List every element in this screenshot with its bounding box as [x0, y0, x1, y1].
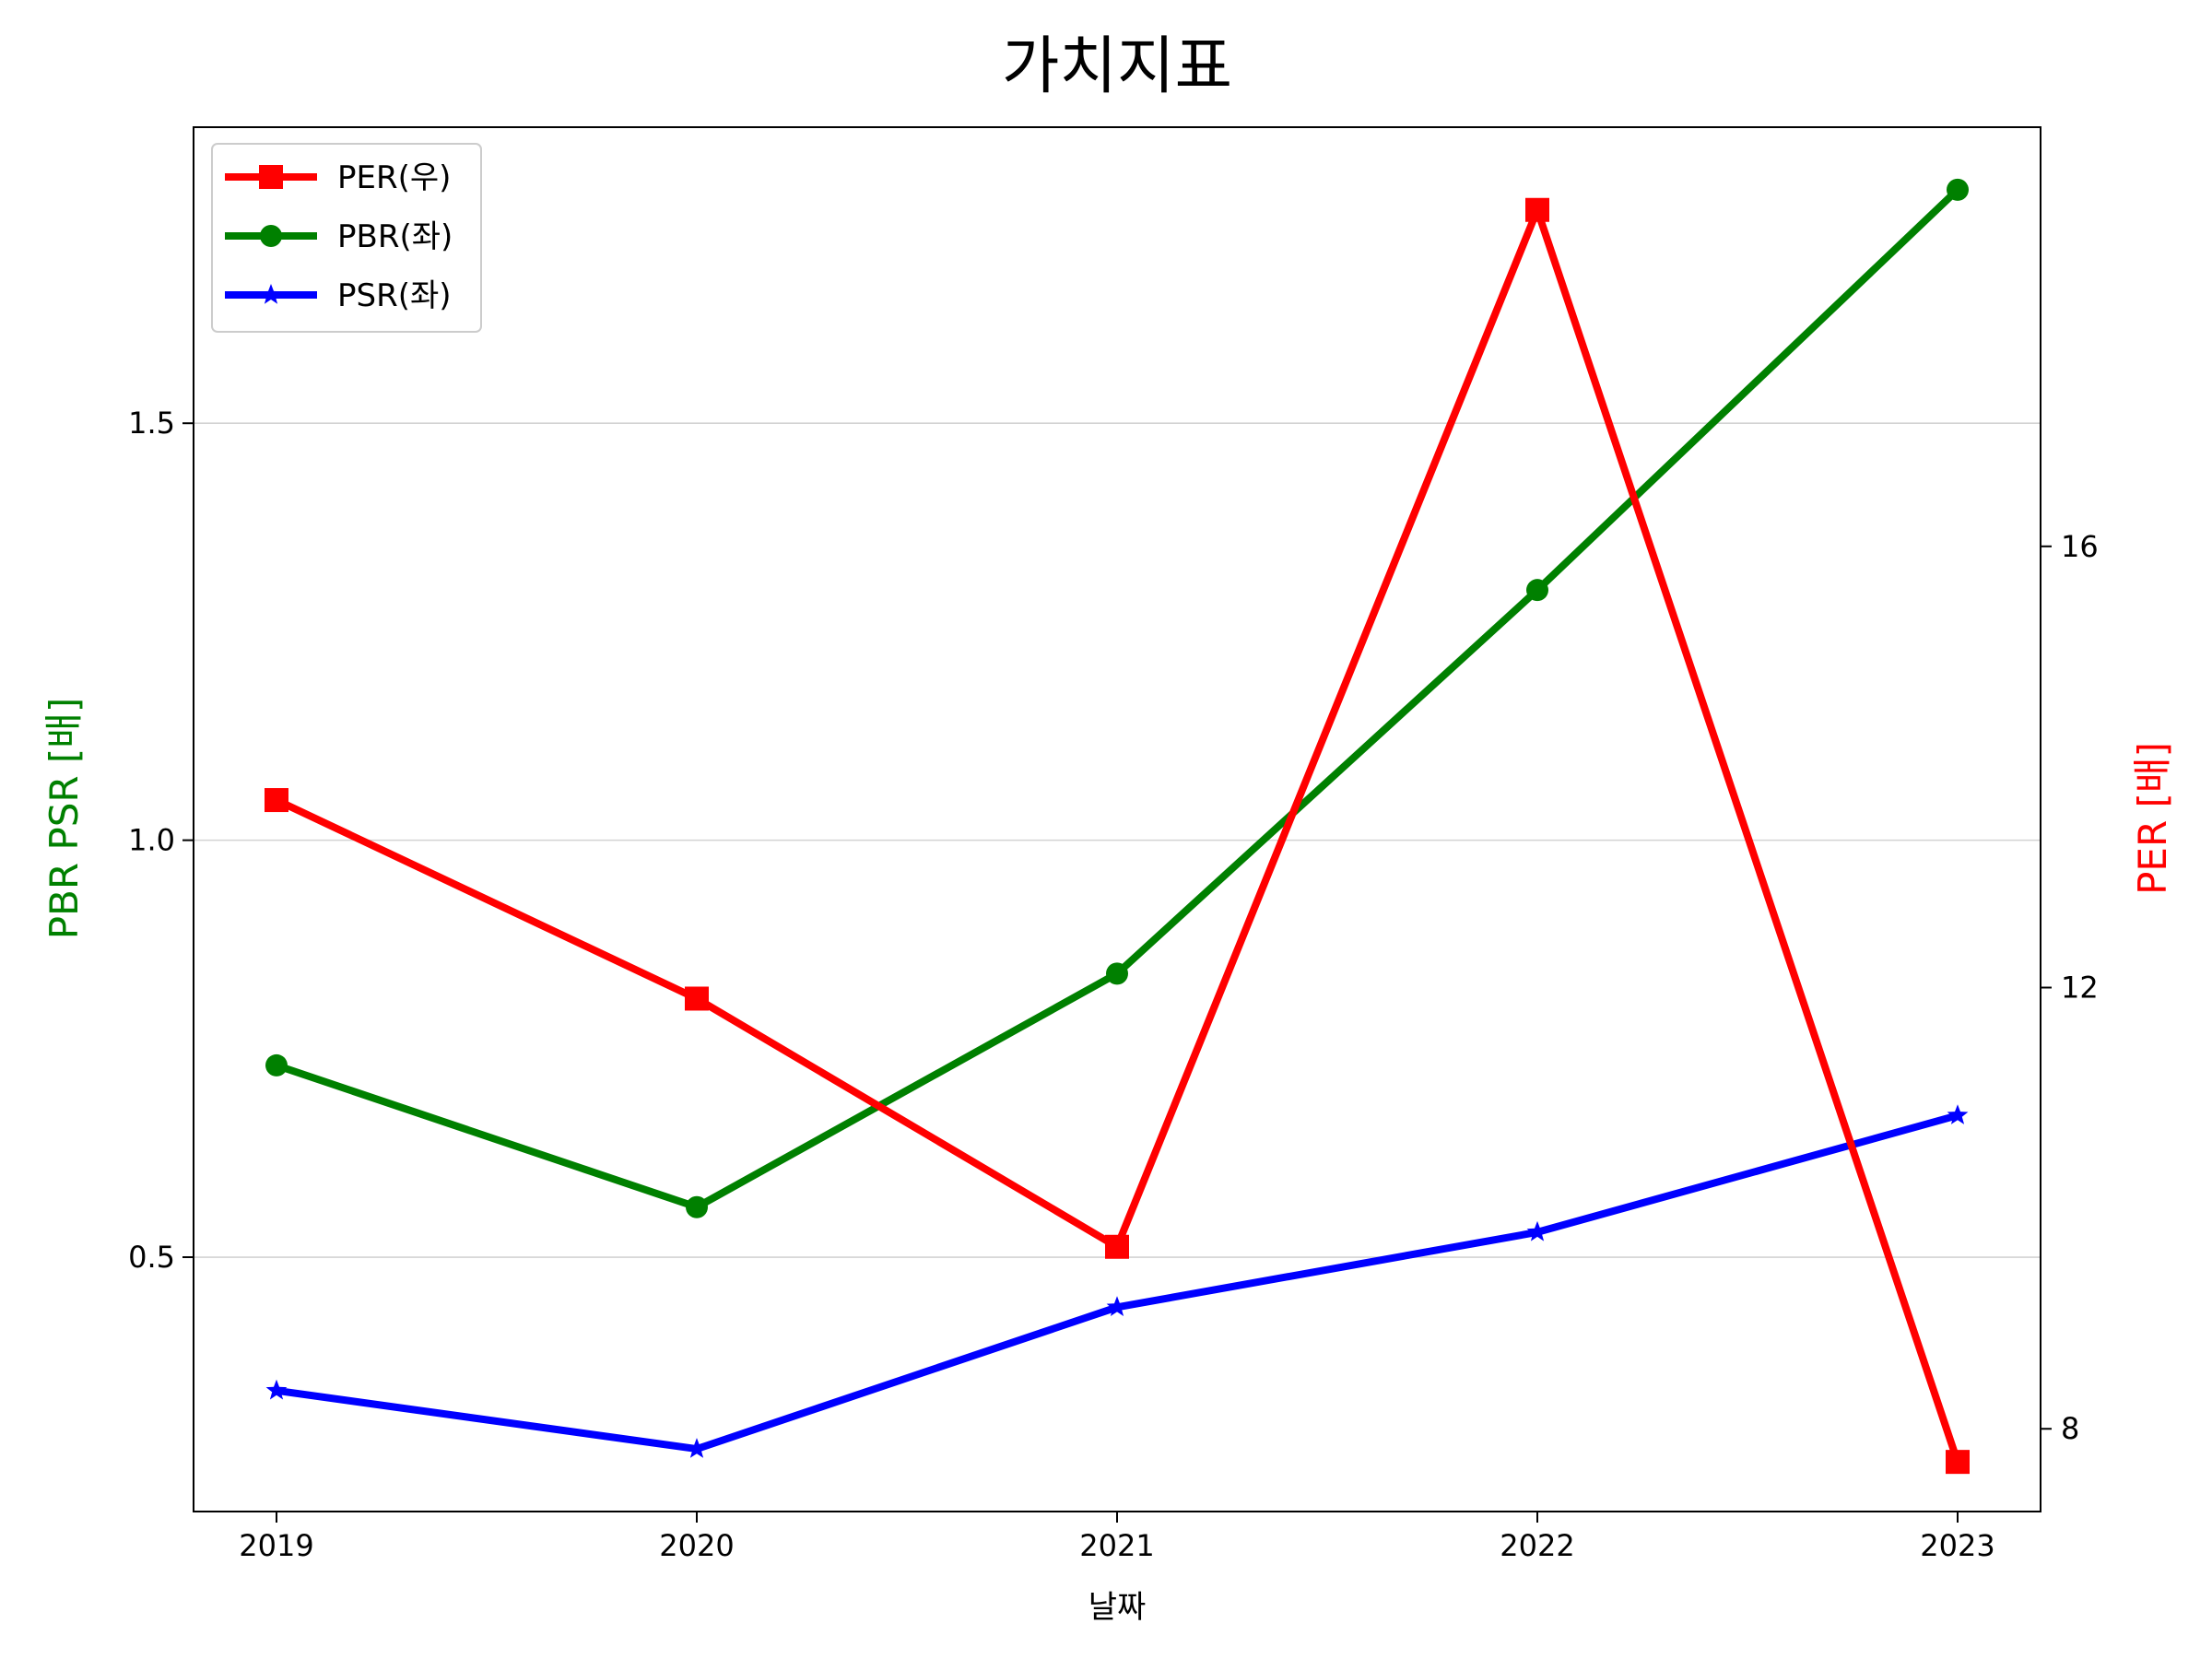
y-right-tick-label: 12: [2061, 971, 2099, 1006]
data-point-psr: [1947, 1104, 1969, 1124]
legend-box: [211, 143, 482, 333]
x-tick-label: 2022: [1500, 1528, 1574, 1563]
x-axis-label: 날짜: [1088, 1589, 1147, 1626]
y-right-tick-label: 16: [2061, 529, 2099, 564]
data-point-psr: [265, 1379, 288, 1400]
legend-swatch-marker: [260, 284, 282, 304]
series-psr: [265, 1104, 1969, 1458]
y-axis-right-label: PER [배]: [2130, 742, 2175, 895]
series-per: [265, 197, 1970, 1475]
data-point-per: [1946, 1450, 1970, 1475]
y-left-tick-label: 1.0: [128, 823, 175, 858]
data-point-per: [1105, 1234, 1129, 1259]
series-layer: [265, 178, 1970, 1475]
ticks: 0.5 1.0 1.5 8 12 16 2019 2020 2021 2022 2023: [128, 406, 2099, 1563]
series-pbr: [265, 178, 1969, 1218]
chart-title: 가치지표: [1002, 30, 1232, 103]
data-point-psr: [686, 1438, 708, 1458]
legend: PER(우) PBR(좌) PSR(좌): [211, 143, 482, 333]
x-tick-label: 2023: [1920, 1528, 1994, 1563]
data-point-pbr: [265, 1053, 288, 1077]
y-axis-left-label: PBR PSR [배]: [41, 698, 87, 940]
x-tick-label: 2020: [659, 1528, 734, 1563]
y-left-tick-label: 0.5: [128, 1240, 175, 1275]
data-point-psr: [1106, 1296, 1128, 1316]
x-tick-label: 2021: [1079, 1528, 1154, 1563]
legend-items: PER(우) PBR(좌) PSR(좌): [225, 159, 453, 314]
data-point-per: [1525, 197, 1549, 222]
y-left-tick-label: 1.5: [128, 406, 175, 441]
y-right-tick-label: 8: [2061, 1411, 2079, 1446]
legend-label: PSR(좌): [337, 277, 452, 314]
x-tick-label: 2019: [239, 1528, 313, 1563]
data-point-pbr: [686, 1195, 708, 1218]
legend-item-per: PER(우): [225, 159, 451, 196]
legend-swatch-marker: [259, 165, 283, 189]
legend-item-psr: PSR(좌): [225, 277, 452, 314]
data-point-pbr: [1526, 579, 1548, 602]
data-point-pbr: [1106, 962, 1128, 985]
legend-item-pbr: PBR(좌): [225, 218, 453, 255]
legend-swatch-marker: [260, 225, 282, 247]
data-point-pbr: [1947, 178, 1969, 201]
data-point-psr: [1526, 1220, 1548, 1241]
legend-label: PER(우): [337, 159, 451, 196]
legend-label: PBR(좌): [337, 218, 453, 255]
data-point-per: [685, 986, 709, 1011]
data-point-per: [265, 788, 288, 813]
